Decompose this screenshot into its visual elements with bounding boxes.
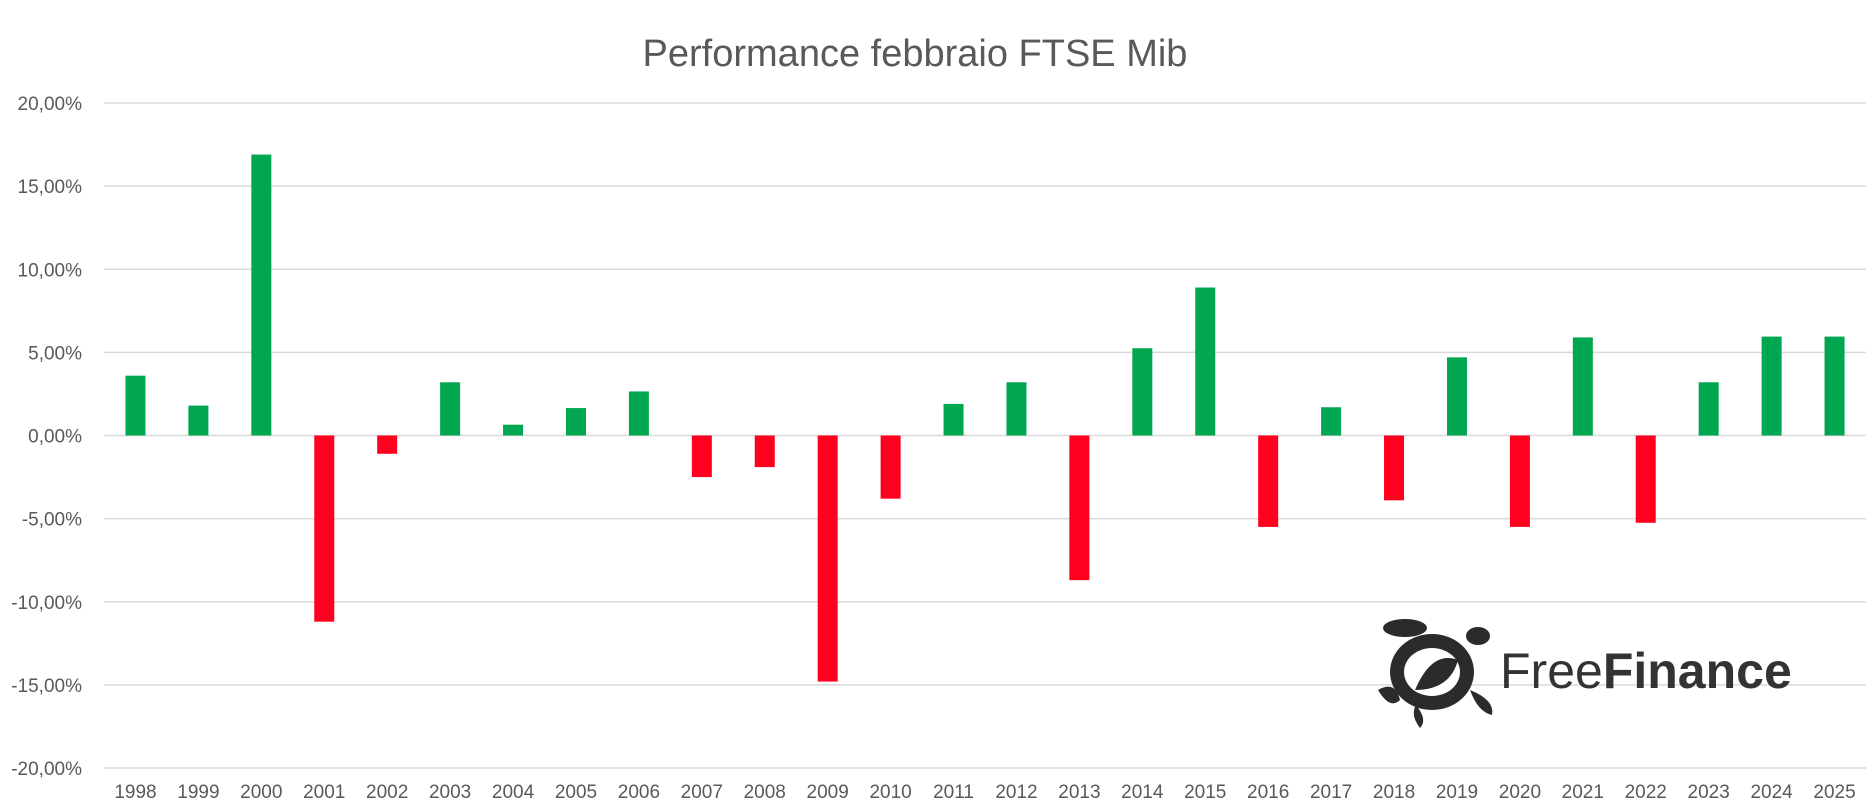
bar-2024: [1761, 336, 1782, 436]
bar-1998: [125, 375, 146, 436]
bar-2013: [1069, 435, 1090, 581]
bar-2020: [1509, 435, 1530, 527]
x-tick-label: 2019: [1436, 782, 1478, 803]
x-tick-label: 2017: [1310, 782, 1352, 803]
y-tick-label: 5,00%: [28, 343, 82, 364]
x-tick-label: 2004: [492, 782, 535, 803]
bar-2000: [251, 154, 272, 436]
y-tick-label: -10,00%: [11, 593, 82, 614]
x-tick-label: 2023: [1688, 782, 1730, 803]
x-tick-label: 1999: [177, 782, 219, 803]
x-tick-label: 2007: [681, 782, 723, 803]
bar-2006: [628, 391, 649, 436]
x-tick-label: 2014: [1121, 782, 1164, 803]
x-tick-label: 2005: [555, 782, 597, 803]
logo-text: FreeFinance: [1500, 643, 1792, 699]
x-tick-label: 2000: [240, 782, 282, 803]
chart-title: Performance febbraio FTSE Mib: [643, 33, 1188, 75]
bar-2003: [440, 382, 461, 436]
y-tick-label: 15,00%: [18, 177, 83, 198]
y-tick-label: 0,00%: [28, 427, 82, 448]
bar-2021: [1572, 337, 1593, 436]
x-tick-label: 2024: [1750, 782, 1793, 803]
x-tick-label: 2001: [303, 782, 345, 803]
x-tick-label: 2008: [744, 782, 786, 803]
bar-2014: [1132, 348, 1153, 436]
x-axis-ticks: 1998 1999 2000 2001 2002 2003 2004 2005 2006 2007…: [114, 782, 1855, 803]
x-tick-label: 2025: [1813, 782, 1855, 803]
y-tick-label: -20,00%: [11, 759, 82, 780]
bar-2004: [503, 424, 524, 436]
x-tick-label: 2002: [366, 782, 408, 803]
y-tick-label: 10,00%: [18, 260, 83, 281]
x-tick-label: 2003: [429, 782, 471, 803]
bar-2022: [1635, 435, 1656, 523]
x-tick-label: 2012: [995, 782, 1037, 803]
bar-2016: [1258, 435, 1279, 527]
freefinance-logo: FreeFinance: [1378, 619, 1792, 728]
x-tick-label: 2006: [618, 782, 660, 803]
bar-2010: [880, 435, 901, 499]
x-tick-label: 2011: [933, 782, 974, 803]
y-tick-label: -15,00%: [11, 676, 82, 697]
turtle-icon: [1378, 619, 1493, 728]
x-tick-label: 2018: [1373, 782, 1415, 803]
x-tick-label: 2016: [1247, 782, 1289, 803]
bar-2018: [1384, 435, 1405, 501]
bar-2012: [1006, 382, 1027, 436]
bar-2008: [754, 435, 775, 468]
bar-2001: [314, 435, 335, 622]
x-tick-label: 2010: [869, 782, 911, 803]
x-tick-label: 2021: [1562, 782, 1604, 803]
x-tick-label: 2013: [1058, 782, 1100, 803]
bar-2002: [377, 435, 398, 454]
x-tick-label: 2009: [807, 782, 849, 803]
x-tick-label: 1998: [114, 782, 156, 803]
bar-2009: [817, 435, 838, 682]
bar-2017: [1321, 407, 1342, 436]
bar-2011: [943, 403, 964, 436]
bar-2007: [691, 435, 712, 478]
bar-2005: [565, 408, 586, 436]
bar-2023: [1698, 382, 1719, 436]
y-tick-label: 20,00%: [18, 94, 83, 115]
bar-1999: [188, 405, 209, 436]
bar-2019: [1446, 357, 1467, 436]
gridlines: [104, 102, 1866, 769]
bars: [125, 154, 1845, 682]
bar-2015: [1195, 287, 1216, 436]
x-tick-label: 2022: [1625, 782, 1667, 803]
x-tick-label: 2020: [1499, 782, 1541, 803]
bar-2025: [1824, 336, 1845, 436]
y-axis-ticks: 20,00% 15,00% 10,00% 5,00% 0,00% -5,00% -10,00…: [11, 94, 82, 780]
y-tick-label: -5,00%: [22, 510, 82, 531]
x-tick-label: 2015: [1184, 782, 1226, 803]
